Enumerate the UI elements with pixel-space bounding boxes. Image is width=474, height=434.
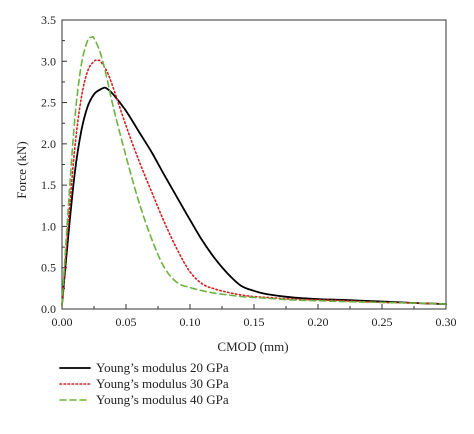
- series-line-2: [61, 59, 447, 306]
- plot-frame: [61, 19, 447, 310]
- x-tick-label: 0.05: [116, 315, 137, 329]
- y-axis-title: Force (kN): [14, 141, 29, 198]
- x-tick-label: 0.10: [180, 315, 201, 329]
- y-tick-label: 1.0: [41, 219, 56, 233]
- x-tick-label: 0.30: [436, 315, 457, 329]
- y-tick-label: 2.0: [41, 137, 56, 151]
- y-tick-label: 3.0: [41, 54, 56, 68]
- plot-border: [61, 19, 447, 310]
- x-tick-label: 0.20: [308, 315, 329, 329]
- y-tick-label: 1.5: [41, 178, 56, 192]
- series-lines: [61, 35, 447, 306]
- series-line-3: [61, 35, 447, 306]
- legend-label-1: Young’s modulus 20 GPa: [96, 360, 229, 375]
- legend-label-3: Young’s modulus 40 GPa: [96, 392, 229, 407]
- x-tick-label: 0.00: [52, 315, 73, 329]
- y-tick-label: 3.5: [41, 13, 56, 27]
- x-tick-label: 0.25: [372, 315, 393, 329]
- y-tick-label: 0.0: [41, 302, 56, 316]
- y-tick-label: 2.5: [41, 96, 56, 110]
- x-tick-label: 0.15: [244, 315, 265, 329]
- x-axis-title: CMOD (mm): [217, 339, 288, 354]
- series-line-1: [61, 86, 447, 306]
- y-tick-label: 0.5: [41, 261, 56, 275]
- y-axis-ticks: 0.0 0.5 1.0 1.5 2.0 2.5 3.0 3.5: [41, 13, 67, 316]
- x-axis-ticks: 0.00 0.05 0.10 0.15 0.20 0.25 0.30: [52, 304, 457, 329]
- legend-label-2: Young’s modulus 30 GPa: [96, 376, 229, 391]
